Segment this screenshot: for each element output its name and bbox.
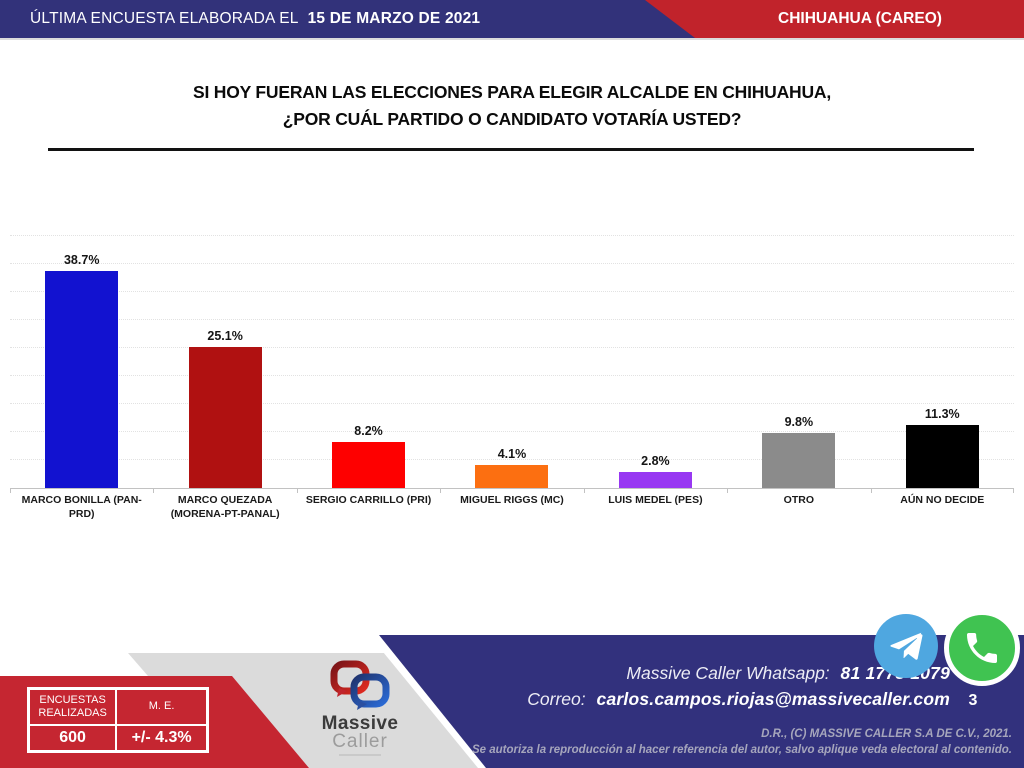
- bar-category-label: MARCO BONILLA (PAN-PRD): [21, 494, 142, 520]
- header-region-label: CHIHUAHUA (CAREO): [778, 10, 942, 27]
- category-axis: MARCO BONILLA (PAN-PRD) MARCO QUEZADA (MO…: [10, 493, 1014, 539]
- bar-column: 9.8%: [727, 415, 870, 488]
- question-title: SI HOY FUERAN LAS ELECCIONES PARA ELEGIR…: [0, 79, 1024, 133]
- axis-tick: [440, 488, 442, 493]
- gridline: [10, 459, 1014, 460]
- bar-column: 8.2%: [297, 424, 440, 488]
- header-survey-info: ÚLTIMA ENCUESTA ELABORADA EL 15 DE MARZO…: [30, 0, 480, 38]
- bar-category-label: MARCO QUEZADA (MORENA-PT-PANAL): [170, 494, 280, 520]
- gridline: [10, 291, 1014, 292]
- logo-tagline: [339, 754, 381, 756]
- bar-column: 2.8%: [584, 454, 727, 488]
- logo-word-massive: Massive: [321, 713, 399, 734]
- question-line-1: SI HOY FUERAN LAS ELECCIONES PARA ELEGIR…: [192, 82, 832, 102]
- axis-tick: [870, 488, 872, 493]
- bar-value-label: 2.8%: [641, 454, 670, 469]
- bar: [762, 433, 836, 488]
- gridline: [10, 235, 1014, 236]
- title-underline: [48, 148, 974, 151]
- axis-tick: [296, 488, 298, 493]
- gridline: [10, 431, 1014, 432]
- page-number: 3: [968, 692, 978, 709]
- bar-chart-plot: 38.7% 25.1% 8.2% 4.1% 2.8% 9.8% 11.3%: [10, 235, 1014, 493]
- bar-category-label: LUIS MEDEL (PES): [608, 494, 703, 506]
- email-address: carlos.campos.riojas@massivecaller.com: [596, 689, 950, 709]
- header-red-band: [645, 0, 1024, 38]
- gridline: [10, 403, 1014, 404]
- header-survey-date: 15 DE MARZO DE 2021: [307, 10, 481, 27]
- bar: [332, 442, 406, 488]
- axis-tick: [583, 488, 585, 493]
- axis-tick: [10, 488, 11, 493]
- bar-column: 11.3%: [871, 407, 1014, 488]
- bar-value-label: 38.7%: [63, 253, 100, 268]
- whatsapp-label: Massive Caller Whatsapp:: [626, 663, 830, 683]
- margin-error-value: +/- 4.3%: [116, 724, 207, 751]
- bar-value-label: 9.8%: [784, 415, 814, 430]
- copyright-line-2: Se autoriza la reproducción al hacer ref…: [471, 744, 1012, 756]
- bar: [618, 472, 692, 488]
- bar-category-label: OTRO: [783, 494, 815, 506]
- sample-size-table: ENCUESTAS REALIZADAS M. E. 600 +/- 4.3%: [27, 687, 209, 753]
- sample-size-header: ENCUESTAS REALIZADAS: [29, 689, 117, 725]
- bar-column: 25.1%: [153, 329, 296, 488]
- bar-value-label: 8.2%: [354, 424, 383, 439]
- bar-category-label: SERGIO CARRILLO (PRI): [305, 494, 432, 506]
- x-axis-line: [10, 488, 1014, 489]
- axis-tick: [1013, 488, 1014, 493]
- bar: [905, 424, 979, 488]
- gridline: [10, 263, 1014, 264]
- email-label: Correo:: [527, 689, 586, 709]
- question-line-2: ¿POR CUÁL PARTIDO O CANDIDATO VOTARÍA US…: [282, 109, 742, 129]
- massive-caller-logo-icon: [330, 660, 390, 710]
- axis-tick: [153, 488, 155, 493]
- bar-category-label: AÚN NO DECIDE: [900, 494, 985, 506]
- gridline: [10, 375, 1014, 376]
- massive-caller-logo: Massive Caller: [305, 660, 415, 756]
- bar-column: 38.7%: [10, 253, 153, 488]
- bar-category-label: MIGUEL RIGGS (MC): [460, 494, 564, 506]
- telegram-icon: [874, 614, 938, 678]
- whatsapp-icon: [944, 610, 1020, 686]
- bar: [475, 465, 549, 488]
- copyright-block: D.R., (C) MASSIVE CALLER S.A DE C.V., 20…: [292, 726, 1012, 758]
- axis-tick: [727, 488, 729, 493]
- bar-value-label: 11.3%: [924, 406, 960, 421]
- sample-size-value: 600: [29, 724, 117, 751]
- gridline: [10, 347, 1014, 348]
- contact-whatsapp-row: Massive Caller Whatsapp: 81 1778 1079: [470, 660, 950, 686]
- bar-column: 4.1%: [440, 447, 583, 488]
- contact-email-row: Correo: carlos.campos.riojas@massivecall…: [470, 686, 950, 712]
- header-separator: [0, 38, 1024, 40]
- bar-value-label: 4.1%: [497, 447, 527, 462]
- contact-block: Massive Caller Whatsapp: 81 1778 1079 Co…: [470, 660, 950, 712]
- bar-value-label: 25.1%: [207, 329, 243, 344]
- header-bar: ÚLTIMA ENCUESTA ELABORADA EL 15 DE MARZO…: [0, 0, 1024, 38]
- header-survey-label: ÚLTIMA ENCUESTA ELABORADA EL: [30, 10, 299, 27]
- bar: [188, 347, 262, 488]
- gridline: [10, 319, 1014, 320]
- margin-error-header: M. E.: [116, 689, 207, 725]
- copyright-line-1: D.R., (C) MASSIVE CALLER S.A DE C.V., 20…: [761, 728, 1012, 740]
- bar: [45, 271, 119, 488]
- logo-word-caller: Caller: [332, 731, 388, 752]
